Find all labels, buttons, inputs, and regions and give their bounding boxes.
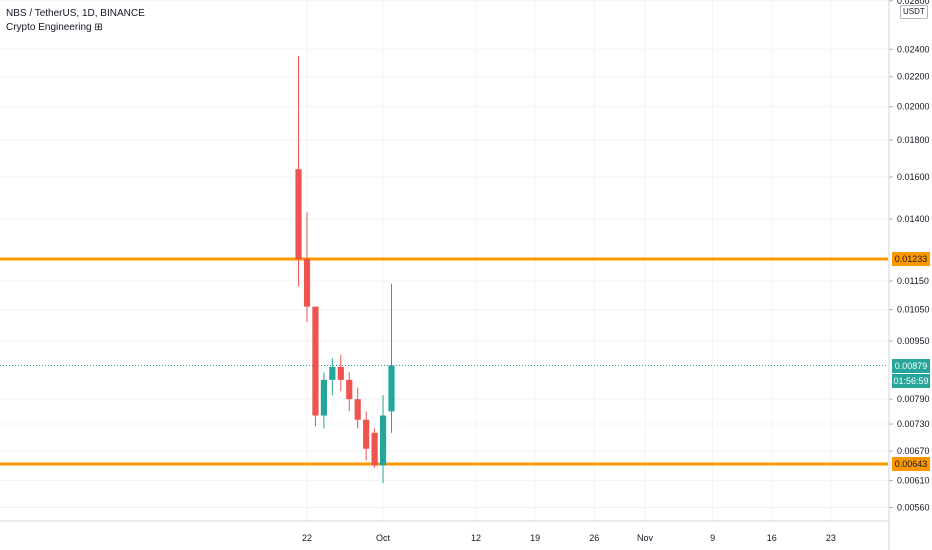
candle-body [329,366,336,380]
y-tick-label: 0.02800 [897,0,930,6]
time-axis: 22 Oct 12 19 26 Nov 9 16 23 [302,533,836,543]
y-tick-label: 0.00610 [897,476,930,486]
x-tick-label: 26 [589,533,599,543]
candle-body [363,419,370,449]
x-tick-label: 19 [530,533,540,543]
candle-body [354,399,361,420]
y-tick-label: 0.00670 [897,446,930,456]
x-tick-label: 22 [302,533,312,543]
candle-body [388,365,395,412]
chart-header: NBS / TetherUS, 1D, BINANCE Crypto Engin… [6,7,145,35]
symbol-title: NBS / TetherUS, 1D, BINANCE [6,8,145,19]
last-price-label: 0.00879 [892,358,930,373]
y-tick-label: 0.00560 [897,503,930,513]
x-tick-label: 23 [826,533,836,543]
candle-body [312,306,319,416]
y-tick-label: 0.02000 [897,102,930,112]
y-tick-label: 0.01400 [897,214,930,224]
y-tick-label: 0.02400 [897,44,930,54]
candle-body [295,169,302,259]
candles [295,55,395,484]
x-tick-label: 12 [471,533,481,543]
y-tick-label: 0.02200 [897,72,930,82]
candle-body [303,259,311,307]
horizontal-levels [0,257,888,466]
y-tick-label: 0.01600 [897,172,930,182]
y-tick-label: 0.00790 [897,394,930,404]
level-low-label: 0.00643 [892,457,930,471]
candle-body [337,366,344,380]
y-tick-label: 0.01050 [897,305,930,315]
candle-body [320,379,327,416]
y-tick-label: 0.01150 [897,276,929,286]
x-tick-label: 16 [767,533,777,543]
y-tick-label: 0.00950 [897,336,930,346]
y-tick-label: 0.00730 [897,419,930,429]
candle-body [379,415,387,466]
level-high-label: 0.01233 [892,252,930,266]
candle-body [371,432,378,466]
y-tick-label: 0.01800 [897,135,930,145]
x-tick-label: 9 [710,533,715,543]
candle-body [346,379,353,400]
currency-badge[interactable]: USDT [900,5,928,19]
countdown-label: 01:56:59 [892,373,930,388]
indicator-label: Crypto Engineering ⊞ [6,22,103,33]
x-tick-label: Oct [376,533,391,543]
x-tick-label: Nov [637,533,654,543]
